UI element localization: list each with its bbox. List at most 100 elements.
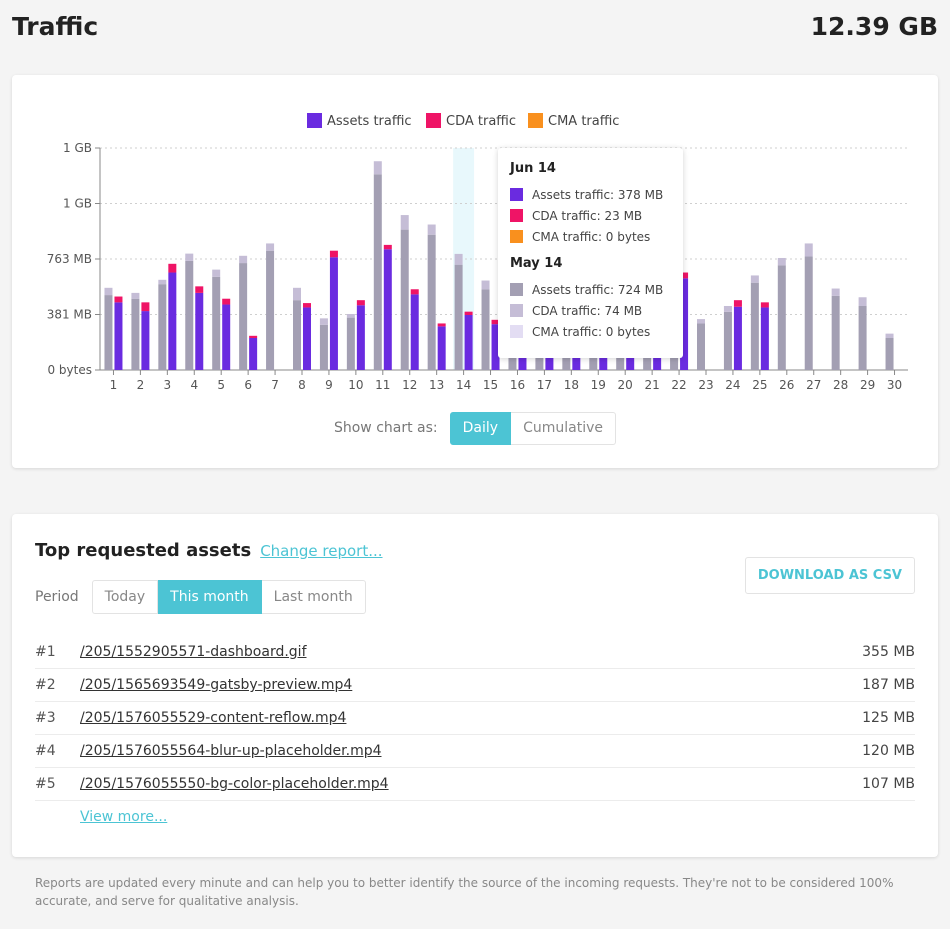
- asset-link[interactable]: /205/1576055550-bg-color-placeholder.mp4: [80, 776, 389, 792]
- bar-current: [437, 323, 446, 327]
- bar-current: [195, 292, 204, 370]
- bar-previous: [454, 253, 463, 265]
- swatch-icon: [510, 209, 523, 222]
- bar-previous: [589, 349, 598, 370]
- bar-current: [303, 303, 311, 308]
- bar-previous: [239, 255, 248, 264]
- bar-previous: [670, 349, 679, 370]
- top-assets-card: Top requested assets Change report... DO…: [12, 514, 938, 857]
- x-tick-label: 4: [190, 378, 198, 392]
- bar-current: [680, 278, 689, 370]
- bar-previous: [858, 297, 867, 306]
- download-csv-button[interactable]: DOWNLOAD AS CSV: [744, 557, 915, 594]
- bar-current: [733, 306, 742, 370]
- bar-current: [249, 337, 258, 370]
- bar-previous: [562, 349, 571, 370]
- x-tick-label: 8: [298, 378, 306, 392]
- bar-previous: [697, 319, 705, 324]
- traffic-chart: Assets traffic CDA traffic CMA traffic 0 by…: [47, 113, 908, 392]
- x-tick-label: 23: [698, 378, 713, 392]
- asset-link[interactable]: /205/1576055564-blur-up-placeholder.mp4: [80, 743, 382, 759]
- asset-size: 125 MB: [862, 710, 915, 726]
- x-tick-label: 29: [860, 378, 875, 392]
- bar-previous: [319, 318, 328, 325]
- bar-previous: [400, 215, 409, 230]
- bar-previous: [454, 264, 463, 370]
- x-tick-label: 17: [537, 378, 552, 392]
- bar-current: [464, 311, 473, 316]
- bar-previous: [293, 287, 301, 301]
- x-tick-label: 5: [217, 378, 225, 392]
- bar-current: [249, 335, 258, 338]
- tooltip-value: CDA traffic: 74 MB: [532, 303, 643, 318]
- bar-previous: [131, 292, 140, 299]
- bar-previous: [427, 224, 436, 235]
- list-item: #3 /205/1576055529-content-reflow.mp4 12…: [35, 702, 915, 735]
- asset-link[interactable]: /205/1565693549-gatsby-preview.mp4: [80, 677, 353, 693]
- swatch-icon: [510, 304, 523, 317]
- page-title: Traffic: [12, 12, 99, 41]
- period-today-button[interactable]: Today: [91, 580, 159, 614]
- x-tick-label: 13: [429, 378, 444, 392]
- tooltip-value: Assets traffic: 378 MB: [532, 187, 664, 202]
- x-tick-label: 26: [779, 378, 794, 392]
- asset-rank: #1: [35, 644, 56, 660]
- tooltip-previous-date: May 14: [510, 256, 563, 271]
- cumulative-button[interactable]: Cumulative: [511, 411, 616, 445]
- x-tick-label: 20: [618, 378, 633, 392]
- bar-previous: [777, 257, 786, 266]
- x-tick-label: 24: [725, 378, 740, 392]
- legend-swatch: [426, 113, 441, 128]
- bar-previous: [158, 284, 167, 370]
- asset-link[interactable]: /205/1576055529-content-reflow.mp4: [80, 710, 347, 726]
- legend-label: Assets traffic: [327, 114, 412, 129]
- bar-previous: [831, 295, 840, 370]
- tooltip-value: CMA traffic: 0 bytes: [532, 229, 651, 244]
- x-tick-label: 16: [510, 378, 525, 392]
- bar-previous: [266, 243, 275, 251]
- bar-current: [303, 307, 311, 370]
- period-this-month-button[interactable]: This month: [158, 580, 262, 614]
- bar-previous: [212, 269, 221, 277]
- bar-current: [222, 304, 231, 370]
- x-tick-label: 22: [671, 378, 686, 392]
- bar-previous: [185, 260, 194, 370]
- page-header: Traffic 12.39 GB: [12, 12, 938, 52]
- x-tick-label: 15: [483, 378, 498, 392]
- bar-current: [141, 302, 150, 312]
- daily-button[interactable]: Daily: [449, 411, 512, 445]
- x-tick-label: 12: [402, 378, 417, 392]
- bar-current: [437, 326, 446, 370]
- list-item: #1 /205/1552905571-dashboard.gif 355 MB: [35, 636, 915, 669]
- bar-current: [760, 302, 769, 308]
- bar-current: [141, 311, 150, 370]
- bar-previous: [616, 351, 625, 370]
- asset-list: #1 /205/1552905571-dashboard.gif 355 MB …: [35, 636, 915, 801]
- list-item: #2 /205/1565693549-gatsby-preview.mp4 18…: [35, 669, 915, 702]
- bar-previous: [723, 311, 732, 370]
- bar-previous: [319, 324, 328, 370]
- bar-previous: [643, 349, 652, 370]
- top-assets-title: Top requested assets: [35, 540, 252, 561]
- y-tick-label: 381 MB: [47, 308, 92, 322]
- asset-link[interactable]: /205/1552905571-dashboard.gif: [80, 644, 307, 660]
- change-report-link[interactable]: Change report...: [260, 542, 383, 560]
- bar-current: [114, 302, 123, 370]
- bar-previous: [131, 298, 140, 370]
- bar-previous: [831, 288, 840, 296]
- bar-previous: [400, 229, 409, 370]
- bar-current: [114, 296, 123, 303]
- bar-previous: [508, 352, 517, 370]
- x-tick-label: 2: [137, 378, 145, 392]
- traffic-total: 12.39 GB: [810, 12, 938, 41]
- view-more-link[interactable]: View more...: [80, 809, 168, 825]
- tooltip-current-assets: Assets traffic: 378 MB: [510, 184, 671, 205]
- bar-previous: [158, 279, 167, 285]
- bar-current: [733, 300, 742, 307]
- tooltip-previous-cda: CDA traffic: 74 MB: [510, 300, 671, 321]
- x-tick-label: 1: [110, 378, 118, 392]
- bar-previous: [104, 295, 113, 370]
- top-assets-header: Top requested assets Change report...: [35, 540, 383, 561]
- period-last-month-button[interactable]: Last month: [261, 580, 366, 614]
- legend-swatch: [307, 113, 322, 128]
